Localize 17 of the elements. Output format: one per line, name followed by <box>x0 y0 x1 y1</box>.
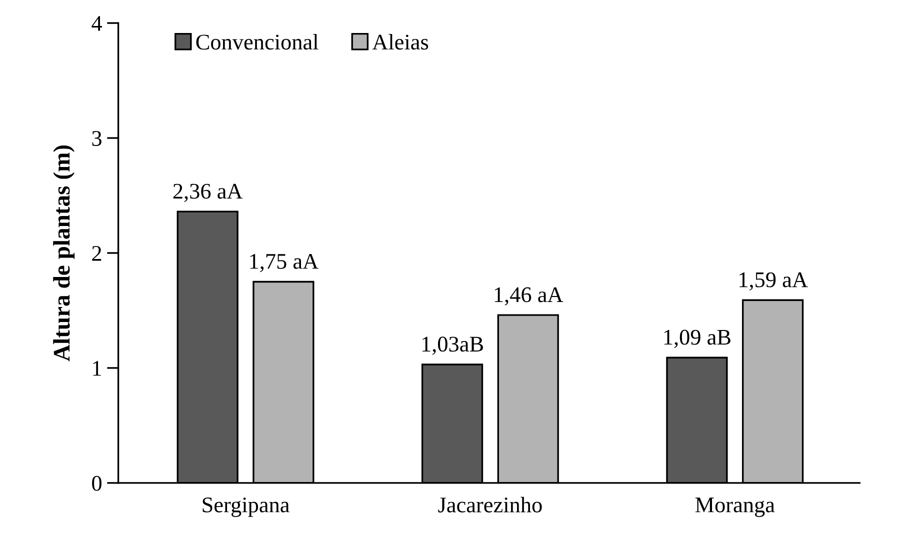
y-tick-label: 4 <box>92 16 102 31</box>
y-tick-label: 1 <box>93 361 101 376</box>
y-tick-label: 0 <box>92 476 102 491</box>
legend-label: Convencional <box>196 34 318 50</box>
y-tick-label: 3 <box>92 131 102 146</box>
data-label: 2,36 aA <box>173 184 243 202</box>
x-tick-label: Sergipana <box>202 497 290 517</box>
data-label: 1,75 aA <box>250 254 318 272</box>
legend-label: Aleias <box>372 34 428 50</box>
data-label: 1,03aB <box>422 336 483 355</box>
x-tick-label: Jacarezinho <box>438 496 542 512</box>
data-label: 1,46 aA <box>494 287 564 306</box>
y-axis-title: Altura de plantas (m) <box>53 145 75 362</box>
y-tick-label: 2 <box>92 246 102 261</box>
data-label: 1,09 aB <box>664 330 730 348</box>
data-label: 1,59 aA <box>740 272 808 290</box>
x-tick-label: Moranga <box>695 498 775 517</box>
